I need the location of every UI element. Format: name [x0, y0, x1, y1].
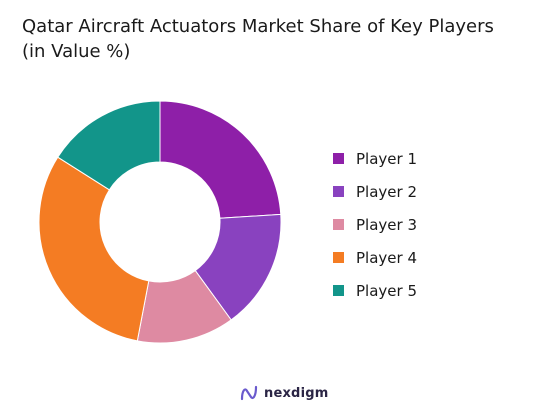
legend-swatch [333, 285, 344, 296]
brand-logo: nexdigm [240, 385, 328, 401]
legend-label: Player 2 [356, 182, 417, 201]
legend-swatch [333, 252, 344, 263]
legend-label: Player 5 [356, 281, 417, 300]
legend-label: Player 4 [356, 248, 417, 267]
nexdigm-logo-icon [240, 385, 258, 401]
chart-title: Qatar Aircraft Actuators Market Share of… [22, 14, 537, 64]
chart-title-line-2: (in Value %) [22, 41, 131, 62]
legend-label: Player 1 [356, 149, 417, 168]
donut-slice-5 [57, 100, 161, 191]
legend-item-player-4: Player 4 [333, 241, 417, 274]
legend-item-player-3: Player 3 [333, 208, 417, 241]
legend-item-player-2: Player 2 [333, 175, 417, 208]
legend-swatch [333, 219, 344, 230]
legend-swatch [333, 186, 344, 197]
legend-label: Player 3 [356, 215, 417, 234]
donut-slice-4 [38, 156, 150, 342]
brand-name: nexdigm [264, 385, 329, 401]
legend-item-player-1: Player 1 [333, 142, 417, 175]
legend-swatch [333, 153, 344, 164]
legend-item-player-5: Player 5 [333, 274, 417, 307]
chart-legend: Player 1 Player 2 Player 3 Player 4 Play… [333, 142, 417, 307]
donut-slice-1 [159, 100, 282, 219]
chart-title-line-1: Qatar Aircraft Actuators Market Share of… [22, 16, 494, 37]
